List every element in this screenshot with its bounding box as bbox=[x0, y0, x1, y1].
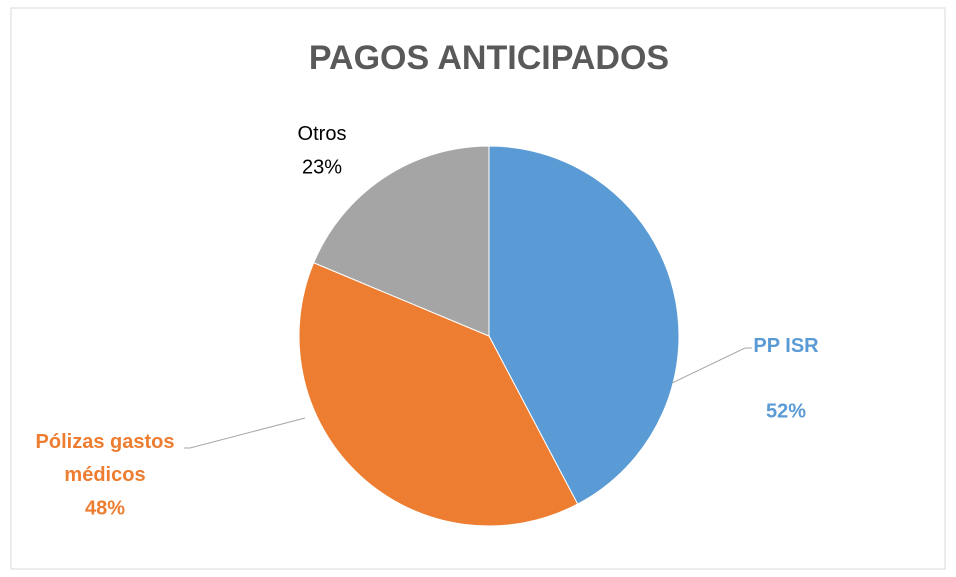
category-label: Pólizas gastos médicos bbox=[36, 431, 175, 486]
category-label: Otros bbox=[298, 123, 347, 145]
value-label: 52% bbox=[766, 400, 806, 422]
value-label: 23% bbox=[302, 156, 342, 178]
pie-slice bbox=[488, 145, 680, 505]
pie-slice bbox=[313, 145, 490, 337]
chart-title: PAGOS ANTICIPADOS bbox=[309, 39, 669, 77]
pie-slice bbox=[298, 262, 579, 527]
leader-line bbox=[184, 417, 306, 449]
category-label: PP ISR bbox=[753, 335, 819, 357]
value-label: 48% bbox=[85, 497, 125, 519]
leader-line bbox=[671, 347, 752, 384]
